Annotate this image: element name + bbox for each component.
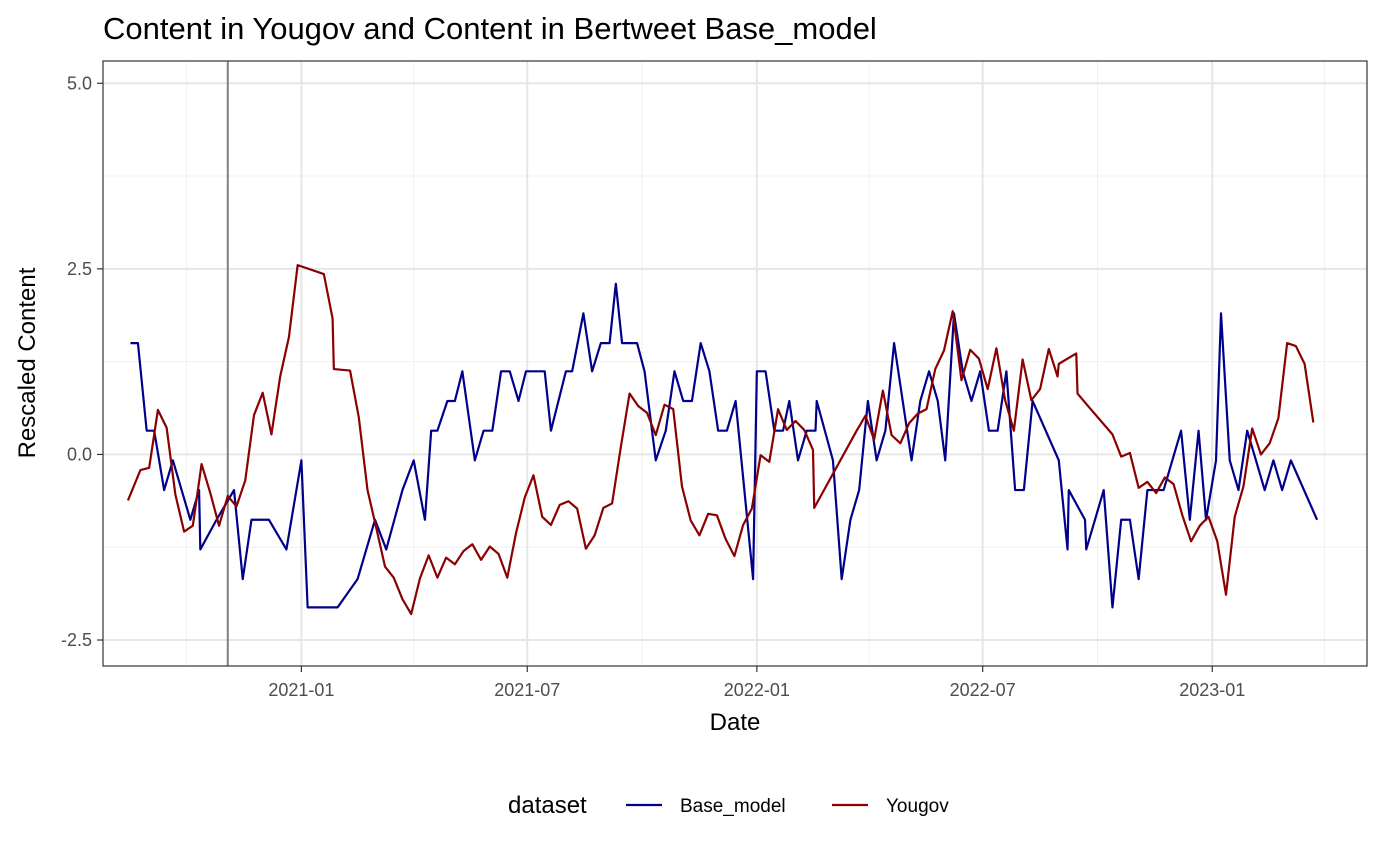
- chart-title: Content in Yougov and Content in Bertwee…: [103, 11, 877, 46]
- legend-title: dataset: [508, 792, 587, 819]
- x-axis-title: Date: [710, 709, 761, 736]
- y-axis-title: Rescaled Content: [14, 267, 41, 458]
- x-axis-ticks: 2021-01 2021-07 2022-01 2022-07 2023-01: [268, 666, 1245, 700]
- x-tick-label: 2023-01: [1179, 680, 1245, 700]
- legend-label-yougov: Yougov: [886, 796, 949, 817]
- series-line-yougov: [126, 264, 1315, 616]
- legend: dataset Base_model Yougov: [508, 792, 949, 819]
- x-tick-label: 2022-07: [950, 680, 1016, 700]
- y-tick-label: -2.5: [61, 630, 92, 650]
- y-axis-ticks: -2.5 0.0 2.5 5.0: [61, 73, 103, 650]
- x-tick-label: 2022-01: [724, 680, 790, 700]
- x-tick-label: 2021-07: [494, 680, 560, 700]
- y-tick-label: 5.0: [67, 73, 92, 93]
- minor-gridlines: [103, 61, 1367, 666]
- series-line-base-model: [130, 282, 1319, 609]
- y-tick-label: 0.0: [67, 444, 92, 464]
- legend-label-base-model: Base_model: [680, 796, 786, 817]
- series-lines: [126, 264, 1319, 616]
- x-tick-label: 2021-01: [268, 680, 334, 700]
- plot-panel-border: [102, 60, 1368, 667]
- major-gridlines: [103, 61, 1367, 666]
- y-tick-label: 2.5: [67, 259, 92, 279]
